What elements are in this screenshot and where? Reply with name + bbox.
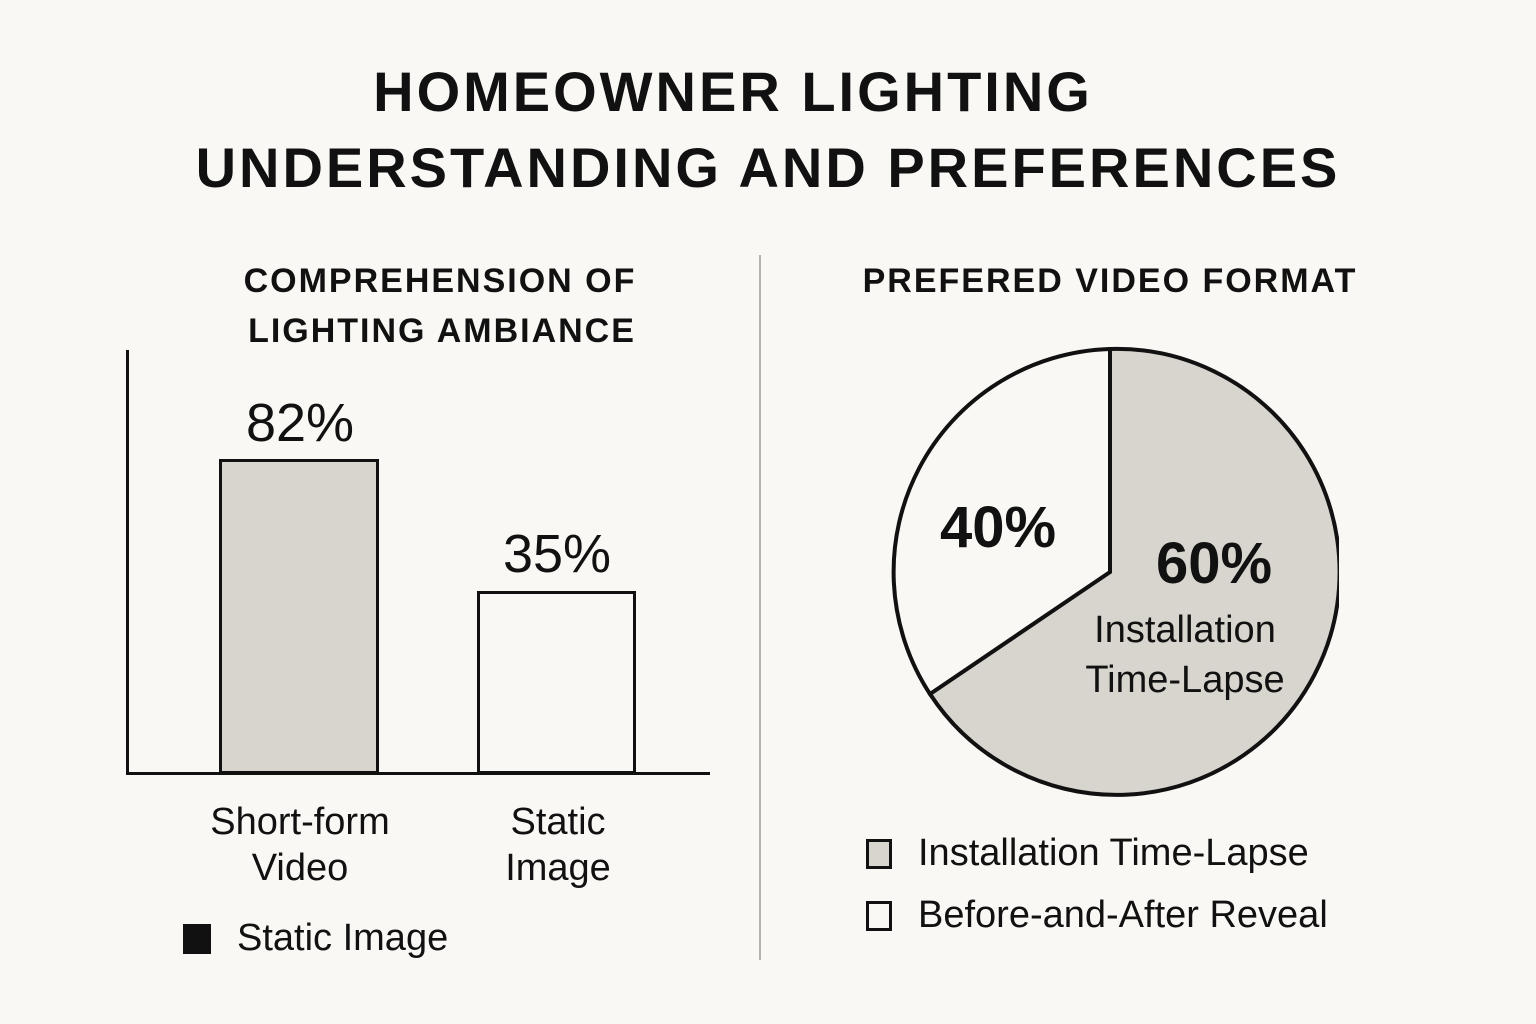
pie-chart-title: PREFERED VIDEO FORMAT xyxy=(862,262,1358,300)
main-title-line1: HOMEOWNER LIGHTING xyxy=(373,60,1093,123)
pie-legend-item: Before-and-After Reveal xyxy=(866,894,1328,937)
bar-value-label: 35% xyxy=(502,524,612,584)
slice-text: Installation Time-Lapse xyxy=(1085,609,1285,701)
slice-label-40: 40% xyxy=(940,495,1057,560)
bar-static-image xyxy=(477,591,636,774)
main-title-line2: UNDERSTANDING AND PREFERENCES xyxy=(195,136,1341,199)
pie-legend-item: Installation Time-Lapse xyxy=(866,832,1309,875)
bar-value-label: 82% xyxy=(245,393,355,453)
legend-swatch-icon xyxy=(183,923,211,954)
bar-legend: Static Image xyxy=(183,917,448,960)
slice-label-60: 60% xyxy=(1156,531,1273,596)
category-label: Static Image xyxy=(505,801,611,889)
bar-chart-title-line2: LIGHTING AMBIANCE xyxy=(248,312,636,350)
section-divider xyxy=(759,255,761,960)
x-axis xyxy=(126,772,710,775)
legend-swatch-icon xyxy=(866,838,892,869)
pie-svg xyxy=(891,346,1339,797)
slice-before-after-reveal xyxy=(891,346,1112,697)
y-axis xyxy=(126,350,129,775)
bar-chart-title-line1: COMPREHENSION OF xyxy=(243,262,637,300)
bar-short-form-video xyxy=(219,459,379,774)
slice-installation-time-lapse xyxy=(927,346,1339,797)
category-label: Short-form Video xyxy=(210,801,390,889)
legend-swatch-icon xyxy=(866,900,892,931)
